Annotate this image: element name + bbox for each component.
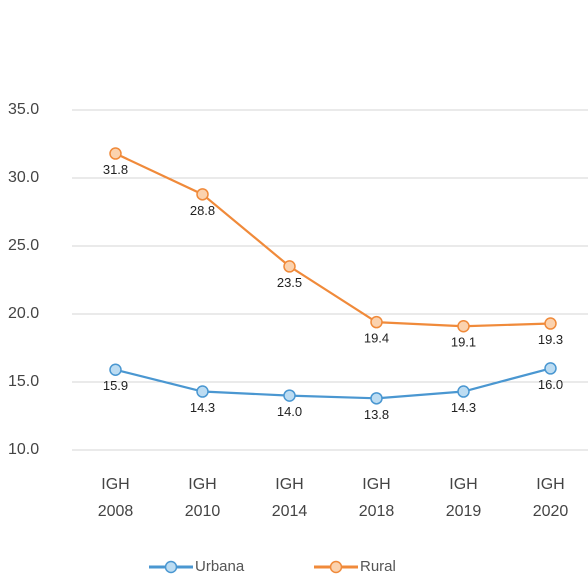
y-tick-label: 30.0 xyxy=(8,169,39,186)
marker xyxy=(457,385,470,398)
value-label: 14.3 xyxy=(190,400,215,415)
marker xyxy=(196,188,209,201)
x-tick-label: IGH 2020 xyxy=(533,476,569,520)
y-tick-label: 20.0 xyxy=(8,305,39,322)
y-tick-label: 10.0 xyxy=(8,441,39,458)
x-tick-label: IGH 2018 xyxy=(359,476,395,520)
marker xyxy=(109,147,122,160)
marker xyxy=(283,260,296,273)
marker xyxy=(544,317,557,330)
value-label: 16.0 xyxy=(538,377,563,392)
marker xyxy=(544,362,557,375)
series-line xyxy=(115,152,551,328)
legend-marker xyxy=(164,560,178,574)
y-tick-label: 15.0 xyxy=(8,373,39,390)
x-tick-label: IGH 2008 xyxy=(98,476,134,520)
marker xyxy=(457,319,470,333)
value-label: 13.8 xyxy=(364,407,389,422)
value-label: 23.5 xyxy=(277,275,302,290)
value-label: 19.1 xyxy=(451,335,476,350)
x-tick-label: IGH 2010 xyxy=(185,476,221,520)
value-label: 14.0 xyxy=(277,404,302,419)
legend-marker xyxy=(329,560,343,574)
value-label: 15.9 xyxy=(103,378,128,393)
marker xyxy=(283,389,296,402)
marker xyxy=(370,315,383,329)
x-tick-label: IGH 2014 xyxy=(272,476,308,520)
value-label: 28.8 xyxy=(190,203,215,218)
value-label: 19.4 xyxy=(364,331,389,346)
legend-label: Rural xyxy=(360,558,396,575)
marker xyxy=(196,385,209,398)
x-tick-label: IGH 2019 xyxy=(446,476,482,520)
legend-label: Urbana xyxy=(195,558,245,575)
marker xyxy=(370,392,383,405)
series-line xyxy=(115,367,551,400)
value-label: 19.3 xyxy=(538,332,563,347)
value-label: 31.8 xyxy=(103,162,128,177)
marker xyxy=(109,363,122,377)
y-tick-label: 35.0 xyxy=(8,101,39,118)
y-tick-label: 25.0 xyxy=(8,237,39,254)
value-label: 14.3 xyxy=(451,400,476,415)
